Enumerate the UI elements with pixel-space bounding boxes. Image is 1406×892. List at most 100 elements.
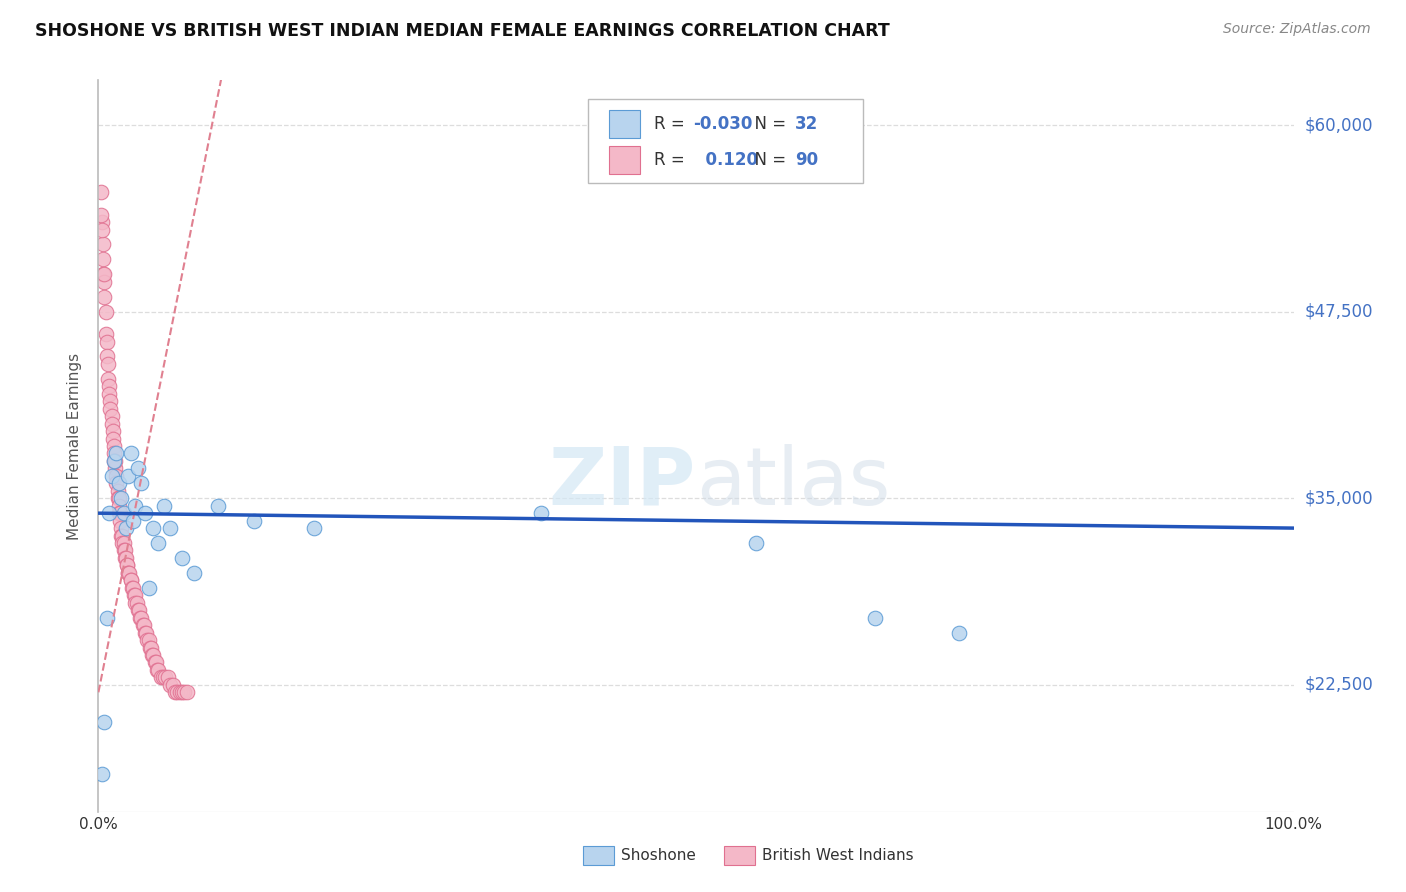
Y-axis label: Median Female Earnings: Median Female Earnings (67, 352, 83, 540)
Point (103, 454, 125, 468)
Point (152, 670, 174, 684)
Point (302, 521, 325, 535)
Text: Shoshone: Shoshone (621, 848, 696, 863)
Text: N =: N = (744, 115, 792, 133)
Text: British West Indians: British West Indians (762, 848, 914, 863)
Point (163, 685, 186, 699)
Point (149, 670, 172, 684)
Point (129, 610, 152, 624)
Point (98, 379, 121, 393)
Point (91, 252, 114, 267)
Point (118, 566, 141, 580)
Point (93, 290, 115, 304)
Point (124, 499, 146, 513)
Point (169, 685, 191, 699)
Point (107, 483, 129, 498)
Point (120, 446, 142, 460)
Text: 90: 90 (796, 151, 818, 169)
Text: $35,000: $35,000 (1305, 489, 1374, 508)
Text: R =: R = (654, 115, 690, 133)
Point (93, 715, 115, 730)
Point (183, 566, 205, 580)
Point (142, 521, 165, 535)
Point (107, 491, 129, 506)
Point (162, 678, 184, 692)
Point (108, 514, 131, 528)
Point (100, 417, 122, 431)
Point (127, 461, 149, 475)
Point (103, 454, 125, 468)
Point (124, 596, 146, 610)
Text: $47,500: $47,500 (1305, 302, 1374, 320)
Point (125, 596, 148, 610)
Point (115, 551, 138, 566)
Point (90, 208, 112, 222)
Point (112, 536, 135, 550)
Text: $22,500: $22,500 (1305, 676, 1374, 694)
Point (131, 618, 153, 632)
Point (948, 625, 970, 640)
Point (243, 514, 266, 528)
Point (128, 603, 150, 617)
Point (117, 566, 139, 580)
Point (172, 685, 194, 699)
Bar (609, 146, 640, 174)
Point (115, 558, 138, 573)
Point (136, 633, 159, 648)
Point (110, 528, 132, 542)
Bar (609, 110, 640, 137)
Point (148, 536, 170, 550)
Point (142, 648, 165, 662)
Point (105, 476, 128, 491)
Point (97, 372, 120, 386)
Point (124, 588, 146, 602)
Point (100, 468, 122, 483)
Point (143, 656, 166, 670)
Point (98, 506, 121, 520)
Point (103, 446, 125, 460)
Text: 32: 32 (796, 115, 818, 133)
Point (159, 521, 181, 535)
Point (114, 551, 136, 566)
Point (91, 268, 114, 282)
Point (103, 439, 125, 453)
Point (94, 326, 117, 341)
Text: -0.030: -0.030 (693, 115, 754, 133)
Point (96, 350, 118, 364)
Point (112, 506, 135, 520)
FancyBboxPatch shape (589, 99, 863, 183)
Point (114, 543, 136, 558)
Text: atlas: atlas (696, 443, 890, 522)
Point (172, 551, 194, 566)
Point (156, 670, 179, 684)
Point (91, 215, 114, 229)
Point (207, 499, 229, 513)
Point (155, 670, 177, 684)
Text: R =: R = (654, 151, 690, 169)
Point (101, 424, 124, 438)
Point (121, 581, 143, 595)
Point (107, 499, 129, 513)
Point (98, 401, 122, 416)
Point (96, 334, 118, 349)
Point (153, 499, 176, 513)
Point (124, 588, 146, 602)
Point (111, 536, 134, 550)
Point (110, 521, 132, 535)
Point (120, 574, 142, 588)
Point (138, 633, 160, 648)
Point (176, 685, 198, 699)
Text: $60,000: $60,000 (1305, 116, 1374, 134)
Point (127, 603, 149, 617)
Point (91, 222, 114, 236)
Point (107, 491, 129, 506)
Point (530, 506, 553, 520)
Text: SHOSHONE VS BRITISH WEST INDIAN MEDIAN FEMALE EARNINGS CORRELATION CHART: SHOSHONE VS BRITISH WEST INDIAN MEDIAN F… (35, 22, 890, 40)
Point (131, 476, 153, 491)
Point (138, 581, 160, 595)
Point (98, 394, 122, 409)
Point (91, 237, 114, 252)
Point (105, 468, 128, 483)
Point (145, 656, 167, 670)
Point (100, 409, 122, 424)
